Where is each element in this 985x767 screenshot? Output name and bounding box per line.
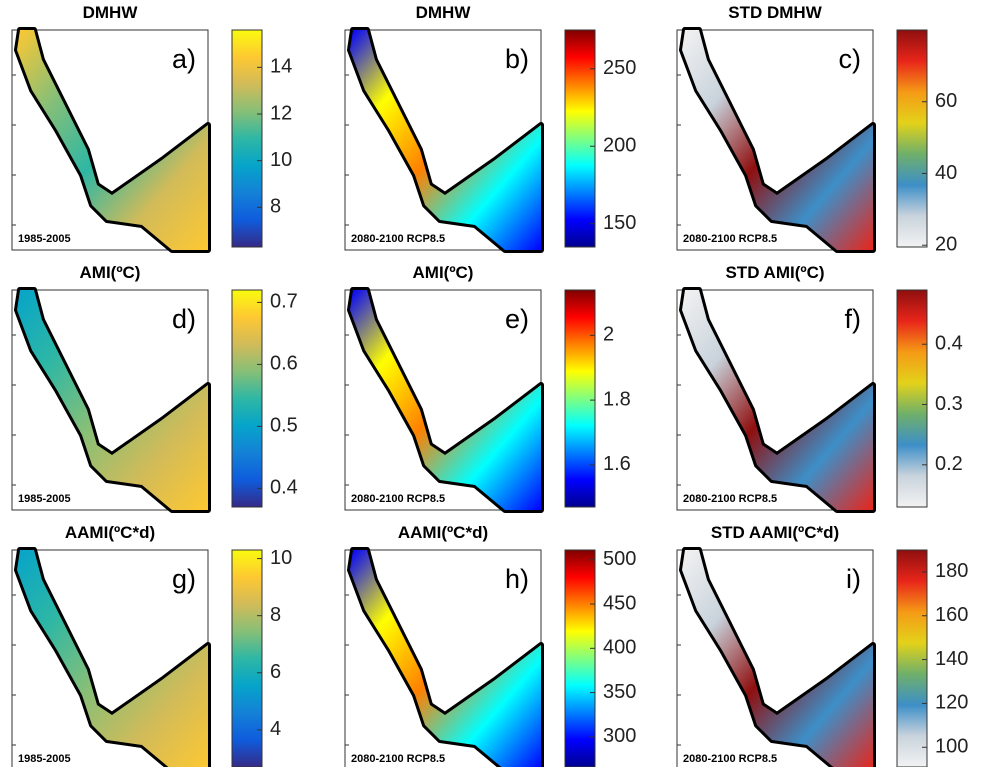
colorbar-tick-label: 250 xyxy=(603,57,636,79)
panel-letter: h) xyxy=(505,564,529,594)
panel-title: DMHW xyxy=(83,3,139,22)
colorbar-tick-label: 100 xyxy=(935,736,968,758)
panel-letter: b) xyxy=(505,44,529,74)
period-label: 2080-2100 RCP8.5 xyxy=(683,753,777,765)
colorbar-tick-label: 180 xyxy=(935,560,968,582)
panel-letter: i) xyxy=(846,564,861,594)
period-label: 1985-2005 xyxy=(18,233,71,245)
colorbar-tick-label: 160 xyxy=(935,604,968,626)
panel-letter: g) xyxy=(172,564,196,594)
colorbar xyxy=(564,29,596,248)
panel-letter: e) xyxy=(505,304,529,334)
colorbar-tick-label: 4 xyxy=(270,718,281,740)
colorbar-tick-label: 200 xyxy=(603,135,636,157)
panel-title: DMHW xyxy=(416,3,472,22)
colorbar-tick-label: 350 xyxy=(603,681,636,703)
colorbar-tick-label: 60 xyxy=(935,90,957,112)
colorbar-tick-label: 0.6 xyxy=(270,353,298,375)
colorbar xyxy=(231,29,263,248)
colorbar-tick-label: 0.5 xyxy=(270,415,298,437)
colorbar-tick-label: 140 xyxy=(935,648,968,670)
colorbar-tick-label: 0.2 xyxy=(935,453,963,475)
panel-title: STD DMHW xyxy=(728,3,822,22)
colorbar-tick-label: 120 xyxy=(935,692,968,714)
colorbar xyxy=(896,29,928,248)
colorbar-tick-label: 450 xyxy=(603,592,636,614)
panel-title: AMI(ºC) xyxy=(413,263,474,282)
colorbar-tick-label: 8 xyxy=(270,604,281,626)
panel-title: STD AAMI(ºC*d) xyxy=(711,523,839,542)
colorbar xyxy=(231,289,263,508)
colorbar-tick-label: 12 xyxy=(270,102,292,124)
period-label: 1985-2005 xyxy=(18,493,71,505)
colorbar-tick-label: 150 xyxy=(603,212,636,234)
panel-title: AAMI(ºC*d) xyxy=(398,523,488,542)
colorbar xyxy=(564,549,596,767)
period-label: 2080-2100 RCP8.5 xyxy=(683,493,777,505)
colorbar xyxy=(231,549,263,767)
colorbar-tick-label: 14 xyxy=(270,56,292,78)
colorbar-tick-label: 10 xyxy=(270,149,292,171)
colorbar-tick-label: 20 xyxy=(935,233,957,255)
panel-letter: d) xyxy=(172,304,196,334)
colorbar-tick-label: 10 xyxy=(270,547,292,569)
colorbar-tick-label: 1.6 xyxy=(603,453,631,475)
colorbar xyxy=(896,549,928,767)
colorbar-tick-label: 8 xyxy=(270,196,281,218)
colorbar-tick-label: 300 xyxy=(603,725,636,747)
colorbar xyxy=(896,289,928,508)
period-label: 1985-2005 xyxy=(18,753,71,765)
colorbar-tick-label: 0.3 xyxy=(935,393,963,415)
colorbar-tick-label: 500 xyxy=(603,548,636,570)
colorbar-tick-label: 0.4 xyxy=(270,477,298,499)
colorbar-tick-label: 40 xyxy=(935,162,957,184)
panel-letter: f) xyxy=(845,304,862,334)
colorbar-tick-label: 6 xyxy=(270,661,281,683)
colorbar-tick-label: 400 xyxy=(603,637,636,659)
period-label: 2080-2100 RCP8.5 xyxy=(683,233,777,245)
colorbar xyxy=(564,289,596,508)
period-label: 2080-2100 RCP8.5 xyxy=(351,233,445,245)
period-label: 2080-2100 RCP8.5 xyxy=(351,493,445,505)
colorbar-tick-label: 1.8 xyxy=(603,388,631,410)
colorbar-tick-label: 0.4 xyxy=(935,333,963,355)
panel-letter: c) xyxy=(839,44,862,74)
panel-title: AMI(ºC) xyxy=(80,263,141,282)
panel-title: STD AMI(ºC) xyxy=(725,263,824,282)
colorbar-tick-label: 2 xyxy=(603,324,614,346)
colorbar-tick-label: 0.7 xyxy=(270,291,298,313)
period-label: 2080-2100 RCP8.5 xyxy=(351,753,445,765)
panel-title: AAMI(ºC*d) xyxy=(65,523,155,542)
panel-letter: a) xyxy=(172,44,196,74)
